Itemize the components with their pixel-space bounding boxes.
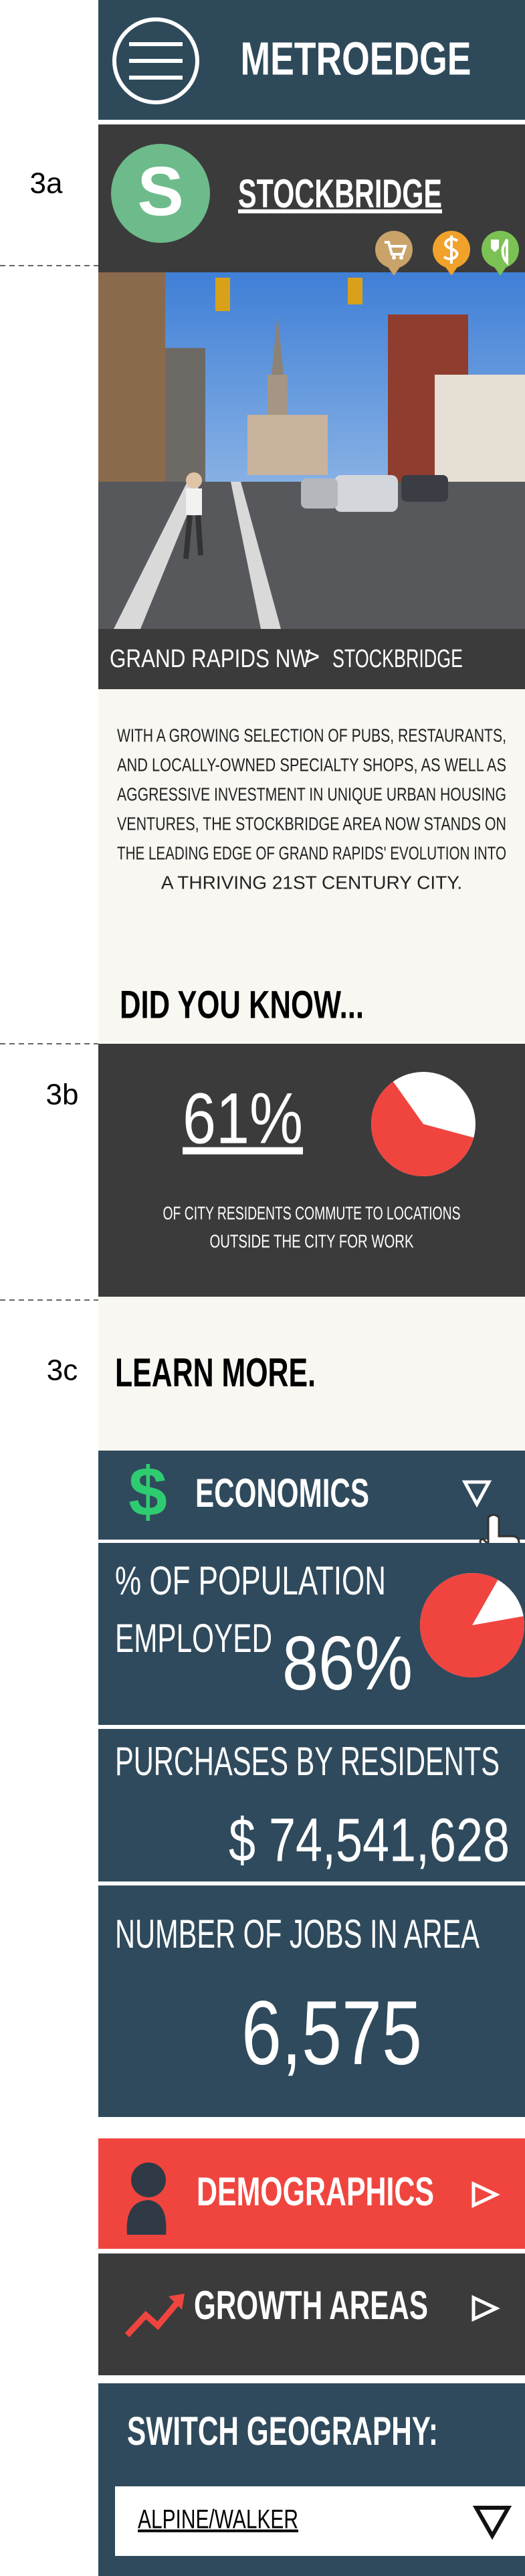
demographics-button[interactable]: DEMOGRAPHICS: [98, 2138, 525, 2249]
stat-caption: OF CITY RESIDENTS COMMUTE TO LOCATIONS: [163, 1202, 461, 1223]
growth-areas-title: GROWTH AREAS: [194, 2283, 428, 2328]
stat-panel: [98, 1044, 525, 1297]
geography-dropdown[interactable]: ALPINE/WALKER: [115, 2486, 525, 2556]
breadcrumb-bar: [98, 629, 525, 689]
section-label: 3c: [47, 1354, 78, 1387]
stat-value: 61%: [183, 1078, 303, 1159]
section-heading: DID YOU KNOW...: [120, 983, 364, 1026]
metric-label: PURCHASES BY RESIDENTS: [115, 1739, 500, 1784]
description-line: AND LOCALLY-OWNED SPECIALTY SHOPS, AS WE…: [117, 754, 506, 775]
switch-label: SWITCH GEOGRAPHY:: [127, 2409, 438, 2454]
pie: [420, 1573, 524, 1678]
description-line: A THRIVING 21ST CENTURY CITY.: [161, 872, 462, 893]
breadcrumb-parent[interactable]: GRAND RAPIDS NW: [110, 645, 310, 673]
menu-button[interactable]: [112, 17, 199, 104]
location-name: STOCKBRIDGE: [238, 171, 442, 216]
app-title: METROEDGE: [241, 32, 471, 84]
metric-value: 6,575: [241, 1982, 422, 2084]
description-line: AGGRESSIVE INVESTMENT IN UNIQUE URBAN HO…: [117, 784, 506, 804]
breadcrumb-current: STOCKBRIDGE: [332, 645, 463, 673]
section-label: 3a: [30, 167, 63, 200]
stat-caption: OUTSIDE THE CITY FOR WORK: [210, 1230, 414, 1251]
breadcrumb-separator: >: [304, 642, 320, 672]
metric-label: % OF POPULATION: [115, 1558, 386, 1603]
section-label: 3b: [46, 1079, 79, 1111]
economics-title: ECONOMICS: [195, 1471, 369, 1515]
economics-icon: $: [128, 1453, 167, 1531]
logo: [111, 144, 210, 243]
metric-label: NUMBER OF JOBS IN AREA: [115, 1912, 480, 1956]
description-line: WITH A GROWING SELECTION OF PUBS, RESTAU…: [117, 725, 506, 745]
pie-slice: [371, 1081, 474, 1176]
category-icons[interactable]: [375, 231, 519, 276]
section-heading: LEARN MORE.: [115, 1350, 316, 1395]
pie-slice: [420, 1573, 524, 1678]
growth-areas-button[interactable]: GROWTH AREAS: [98, 2253, 525, 2375]
economics-header[interactable]: $ ECONOMICS: [98, 1451, 525, 1562]
learn-more-area: [98, 1297, 525, 1451]
demographics-title: DEMOGRAPHICS: [197, 2169, 434, 2214]
metric-value: $ 74,541,628: [229, 1806, 510, 1874]
logo-letter: S: [137, 153, 183, 230]
annotations: 3a 3b 3c: [0, 167, 98, 1387]
metric-label: EMPLOYED: [115, 1616, 272, 1661]
description-line: THE LEADING EDGE OF GRAND RAPIDS' EVOLUT…: [117, 842, 506, 863]
panel: [98, 1885, 525, 2117]
dropdown-value: ALPINE/WALKER: [138, 2505, 298, 2535]
description-line: VENTURES, THE STOCKBRIDGE AREA NOW STAND…: [117, 813, 506, 834]
metric-value: 86%: [282, 1621, 413, 1706]
description-area: [98, 689, 525, 1044]
pie: [371, 1072, 476, 1176]
panel: [98, 1729, 525, 1881]
photo: [98, 272, 525, 629]
